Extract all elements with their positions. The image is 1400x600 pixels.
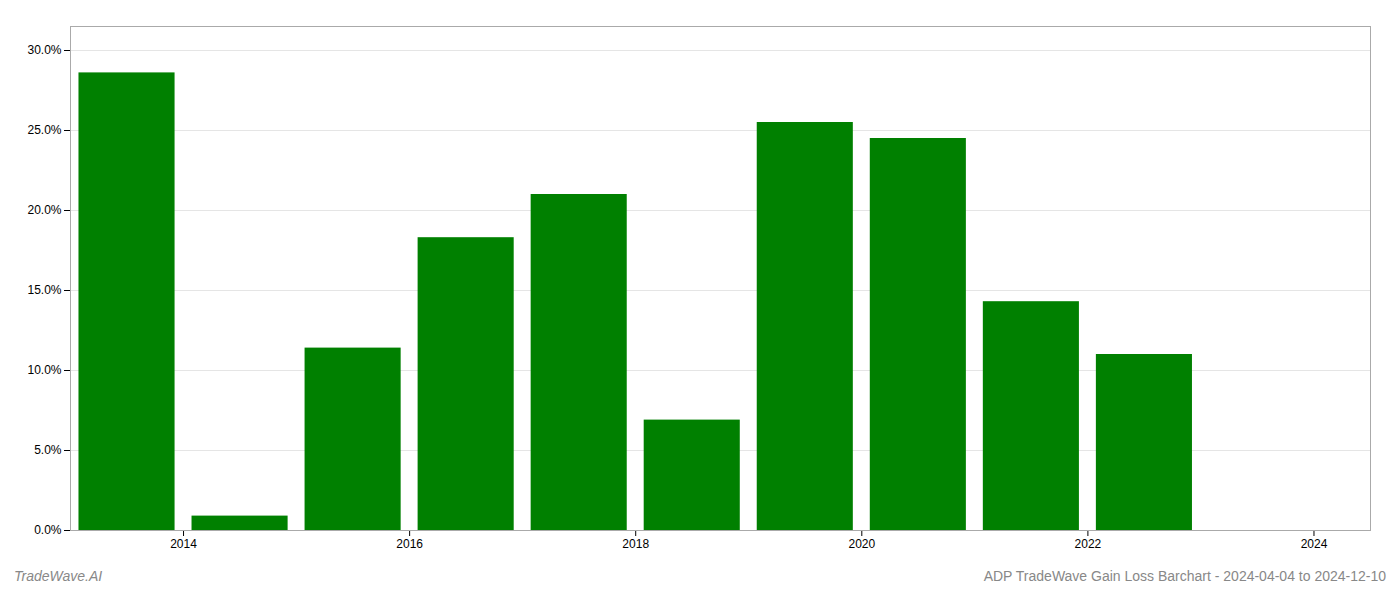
svg-text:10.0%: 10.0%	[27, 363, 61, 377]
svg-text:30.0%: 30.0%	[27, 43, 61, 57]
svg-text:25.0%: 25.0%	[27, 123, 61, 137]
svg-text:2024: 2024	[1301, 537, 1328, 551]
svg-text:2020: 2020	[848, 537, 875, 551]
svg-text:2014: 2014	[170, 537, 197, 551]
html-text:TradeWave.AI: TradeWave.AI	[14, 568, 103, 584]
svg-text:2018: 2018	[622, 537, 649, 551]
svg-text:15.0%: 15.0%	[27, 283, 61, 297]
svg-text:2022: 2022	[1075, 537, 1102, 551]
html-text:ADP TradeWave Gain Loss Barcha: ADP TradeWave Gain Loss Barchart - 2024-…	[983, 568, 1386, 584]
svg-text:0.0%: 0.0%	[34, 523, 62, 537]
svg-text:20.0%: 20.0%	[27, 203, 61, 217]
svg-text:2016: 2016	[396, 537, 423, 551]
svg-text:5.0%: 5.0%	[34, 443, 62, 457]
